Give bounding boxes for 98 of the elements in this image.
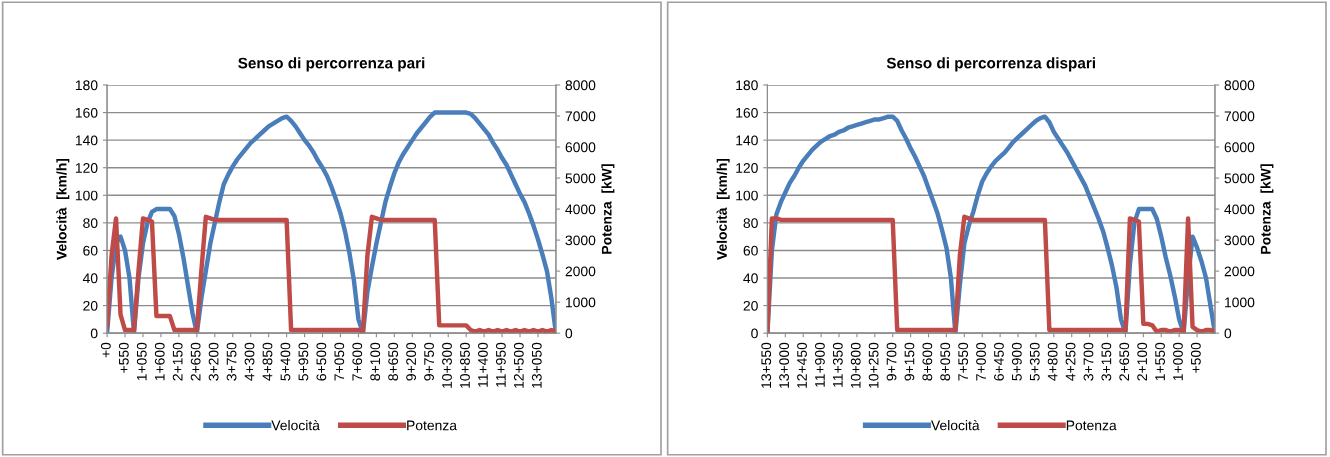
y2-tick-label: 3000 [565,235,596,246]
x-tick-label: 5+950 [298,342,309,381]
y-tick-label: 40 [82,273,98,284]
x-tick-label: 13+000 [779,342,790,388]
legend-label: Potenza [1066,420,1117,431]
x-tick-label: 10+250 [868,342,879,388]
y-tick-label: 120 [736,163,758,173]
legend-label: Velocità [931,419,980,431]
x-tick-label: 10+800 [850,342,861,388]
x-tick-label: 2+650 [190,342,201,381]
y-tick-label: 160 [736,107,758,118]
x-tick-label: 6+500 [316,342,327,381]
x-tick-label: 8+050 [940,342,951,381]
x-tick-label: 4+800 [1047,342,1058,381]
y2-tick-label: 7000 [1224,111,1255,122]
y-tick-label: 20 [743,300,758,311]
y2-tick-label: 5000 [565,173,596,184]
x-tick-label: +0 [100,342,111,358]
y2-tick-label: 0 [565,328,573,339]
x-tick-label: 3+200 [208,342,219,381]
y2-tick-label: 3000 [1224,235,1255,246]
x-tick-label: 3+700 [1083,342,1094,381]
chart-title: Senso di percorrenza dispari [886,57,1095,72]
x-tick-label: 1+050 [136,342,147,381]
x-tick-label: 4+250 [1065,342,1076,381]
x-tick-label: 11+350 [832,342,843,387]
x-tick-label: 12+500 [513,342,524,388]
y2-axis-title: Potenza [kW] [601,164,615,254]
y-tick-label: 180 [75,80,98,91]
y2-tick-label: 4000 [1224,204,1255,215]
y-tick-label: 140 [736,135,758,146]
y-tick-label: 40 [743,273,758,284]
y-tick-label: 160 [75,107,98,118]
x-tick-label: 9+200 [406,342,417,381]
y2-tick-label: 1000 [1225,297,1255,308]
x-tick-label: 2+100 [1137,342,1148,381]
x-tick-label: 13+550 [761,342,772,388]
y2-tick-label: 2000 [565,266,596,277]
x-tick-label: 7+000 [976,342,986,381]
y2-tick-label: 2000 [1224,266,1255,277]
x-tick-label: 5+900 [1011,342,1022,381]
x-tick-label: 7+550 [958,342,969,381]
x-tick-label: 8+100 [370,342,381,381]
x-tick-label: 1+550 [1155,342,1165,381]
y2-tick-label: 5000 [1224,173,1255,184]
x-tick-label: 11+900 [815,342,825,387]
y2-tick-label: 0 [1224,328,1232,339]
y-tick-label: 20 [83,300,98,311]
y-axis-title: Velocità [km/h] [716,158,730,260]
y-tick-label: 120 [75,163,98,173]
y-tick-label: 100 [75,190,98,201]
x-tick-label: 12+450 [797,342,807,388]
y2-tick-label: 1000 [566,297,596,308]
x-tick-label: 2+650 [1119,342,1130,381]
x-tick-label: +500 [1190,342,1201,373]
x-tick-label: 3+150 [1101,342,1112,381]
y-tick-label: 80 [83,218,98,229]
y-tick-label: 140 [75,135,98,146]
x-tick-label: 5+350 [1029,342,1040,381]
x-tick-label: 11+950 [495,342,506,387]
y2-tick-label: 6000 [1224,142,1255,153]
x-tick-label: 11+400 [478,342,488,387]
x-tick-label: 3+750 [226,342,237,381]
x-tick-label: 7+050 [334,342,345,381]
x-tick-label: 5+400 [280,342,291,381]
x-tick-label: 9+150 [904,342,915,381]
x-tick-label: 4+850 [262,342,273,381]
x-tick-label: 1+000 [1173,342,1183,381]
x-tick-label: 1+600 [154,342,165,381]
y2-tick-label: 8000 [565,80,596,91]
y-tick-label: 60 [743,245,758,256]
x-tick-label: 13+050 [531,342,542,388]
y-axis-title: Velocità [km/h] [56,158,70,260]
legend-label: Potenza [407,420,457,431]
x-tick-label: 4+300 [244,342,255,381]
y2-tick-label: 8000 [1224,80,1255,91]
chart-title: Senso di percorrenza pari [238,57,425,72]
y2-axis-title: Potenza [kW] [1260,164,1274,254]
x-tick-label: 7+600 [352,342,363,381]
x-tick-label: +550 [118,342,129,373]
x-tick-label: 8+650 [388,342,399,381]
x-tick-label: 2+150 [172,342,183,381]
y2-tick-label: 4000 [565,204,596,215]
x-tick-label: 10+850 [460,342,470,388]
y-tick-label: 180 [736,80,758,91]
x-tick-label: 8+600 [922,342,933,381]
y-tick-label: 60 [83,245,98,256]
y-tick-label: 0 [751,328,758,339]
legend-label: Velocità [271,419,320,431]
x-tick-label: 9+700 [886,342,897,381]
y2-tick-label: 6000 [565,142,596,153]
x-tick-label: 9+750 [424,342,434,381]
y-tick-label: 0 [90,328,98,339]
x-tick-label: 10+300 [442,342,452,388]
y-tick-label: 80 [743,218,758,229]
y-tick-label: 100 [736,190,758,201]
x-tick-label: 6+450 [994,342,1004,381]
y2-tick-label: 7000 [565,111,596,122]
